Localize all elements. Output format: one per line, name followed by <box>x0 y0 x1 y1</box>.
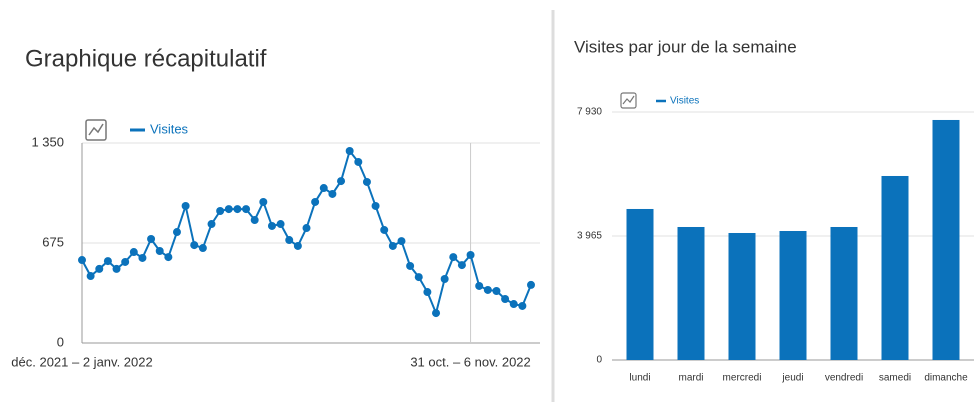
x-tick-label: déc. 2021 – 2 janv. 2022 <box>11 354 152 369</box>
data-point <box>475 281 484 290</box>
x-tick-label: dimanche <box>924 373 968 384</box>
data-point <box>337 177 346 186</box>
data-point <box>518 301 527 310</box>
data-point <box>293 241 302 250</box>
data-point <box>259 197 268 206</box>
data-point <box>466 251 475 259</box>
x-tick-label: lundi <box>629 373 650 384</box>
data-point <box>483 285 492 294</box>
chart-type-icon[interactable] <box>620 92 637 109</box>
y-tick-label: 7 930 <box>577 107 602 118</box>
data-point <box>95 264 104 273</box>
data-point <box>380 225 389 234</box>
data-point <box>242 205 251 214</box>
data-point <box>354 157 363 166</box>
data-point <box>414 273 423 282</box>
x-tick-label: samedi <box>879 373 911 384</box>
data-point <box>501 295 510 303</box>
data-point <box>276 220 285 229</box>
y-tick-label: 1 350 <box>31 134 64 149</box>
data-point <box>121 257 130 266</box>
data-point <box>457 261 466 270</box>
data-point <box>155 247 164 255</box>
data-point <box>362 177 371 186</box>
data-point <box>103 257 112 266</box>
data-point <box>224 205 233 214</box>
data-point <box>216 207 225 215</box>
data-point <box>250 216 259 225</box>
data-point <box>406 261 415 270</box>
data-point <box>302 224 311 233</box>
data-point <box>388 241 397 250</box>
data-point <box>181 201 190 210</box>
y-tick-label: 0 <box>57 334 64 349</box>
legend-label[interactable]: Visites <box>670 96 699 107</box>
bar <box>779 230 807 360</box>
data-point <box>78 256 86 265</box>
bar <box>881 175 909 360</box>
x-tick-label: vendredi <box>825 373 863 384</box>
data-point <box>345 147 354 155</box>
data-point <box>449 253 458 262</box>
y-tick-label: 3 965 <box>577 231 602 242</box>
data-point <box>319 184 328 193</box>
bar <box>626 208 654 360</box>
data-point <box>198 244 207 253</box>
data-point <box>138 253 147 262</box>
data-point <box>285 236 294 245</box>
chart-type-icon[interactable] <box>85 119 107 141</box>
y-tick-label: 675 <box>42 234 64 249</box>
x-tick-label: mercredi <box>723 373 762 384</box>
chart-title: Visites par jour de la semaine <box>574 37 797 56</box>
data-point <box>328 189 337 198</box>
bar <box>932 119 960 360</box>
data-point <box>440 275 449 283</box>
data-point <box>233 205 242 214</box>
y-tick-label: 0 <box>596 355 602 366</box>
bar <box>728 232 756 360</box>
data-point <box>207 220 216 229</box>
summary-chart: Graphique récapitulatif Visites 0 675 1 35… <box>11 45 540 369</box>
chart-title: Graphique récapitulatif <box>25 45 267 72</box>
data-point <box>397 237 406 246</box>
data-point <box>423 288 432 297</box>
data-point <box>267 221 276 230</box>
x-tick-label: 31 oct. – 6 nov. 2022 <box>410 354 530 369</box>
data-point <box>164 253 173 262</box>
bar <box>677 226 705 360</box>
data-point <box>432 309 441 318</box>
data-point <box>147 235 156 243</box>
data-point <box>509 300 518 309</box>
data-point <box>190 241 199 250</box>
data-point <box>311 197 320 206</box>
x-tick-label: jeudi <box>781 373 803 384</box>
data-point <box>86 272 95 281</box>
data-point <box>172 228 181 237</box>
weekday-chart: Visites par jour de la semaine Visites 0… <box>574 37 974 384</box>
legend-label[interactable]: Visites <box>150 121 189 136</box>
bar <box>830 226 858 360</box>
data-point <box>527 280 535 289</box>
x-tick-label: mardi <box>678 373 703 384</box>
data-point <box>129 248 138 257</box>
data-point <box>492 287 501 295</box>
data-point <box>371 201 380 210</box>
data-point <box>112 264 121 273</box>
